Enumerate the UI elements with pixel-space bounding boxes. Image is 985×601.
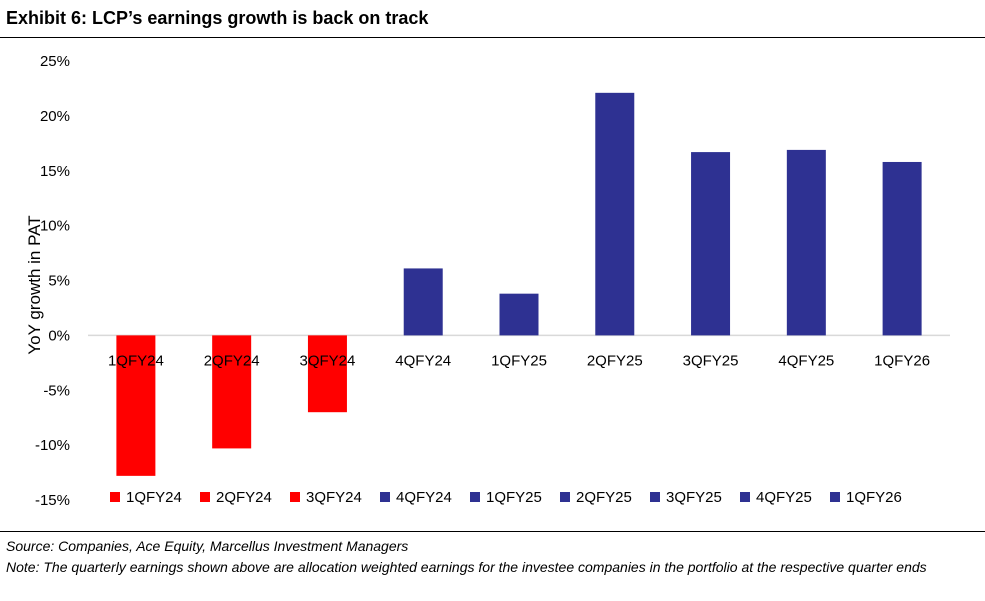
legend-label: 1QFY25 <box>486 489 542 506</box>
x-tick-label: 4QFY24 <box>395 352 451 369</box>
bar-3QFY25 <box>691 152 731 336</box>
legend-label: 2QFY24 <box>216 489 272 506</box>
x-tick-label: 3QFY24 <box>300 352 356 369</box>
y-axis-ticks: 25% 20% 15% 10% 5% 0% -5% -10% -15% <box>35 53 70 509</box>
legend-swatch <box>470 492 480 502</box>
legend-label: 2QFY25 <box>576 489 632 506</box>
bar-1QFY26 <box>882 161 922 336</box>
bar-1QFY25 <box>499 293 539 336</box>
bar-chart: 25% 20% 15% 10% 5% 0% -5% -10% -15% 1QFY24 2QFY24… <box>25 53 950 509</box>
x-tick-label: 1QFY26 <box>874 352 930 369</box>
x-axis-labels: 1QFY24 2QFY24 3QFY24 4QFY24 1QFY25 2QFY25 3QFY… <box>108 352 930 369</box>
y-tick-label: 25% <box>40 53 70 70</box>
legend-label: 4QFY25 <box>756 489 812 506</box>
x-tick-label: 1QFY24 <box>108 352 164 369</box>
legend-swatch <box>380 492 390 502</box>
y-tick-label: 10% <box>40 218 70 235</box>
legend: 1QFY24 2QFY24 3QFY24 4QFY24 1QFY25 2QFY25 3QFY… <box>110 489 902 506</box>
bar-4QFY24 <box>403 268 443 336</box>
legend-label: 4QFY24 <box>396 489 452 506</box>
y-tick-label: 15% <box>40 163 70 180</box>
y-tick-label: -15% <box>35 492 70 509</box>
x-tick-label: 2QFY24 <box>204 352 260 369</box>
y-tick-label: -10% <box>35 437 70 454</box>
legend-label: 3QFY25 <box>666 489 722 506</box>
legend-swatch <box>830 492 840 502</box>
note-text: Note: The quarterly earnings shown above… <box>6 559 927 575</box>
x-tick-label: 2QFY25 <box>587 352 643 369</box>
legend-label: 1QFY24 <box>126 489 182 506</box>
legend-swatch <box>650 492 660 502</box>
y-tick-label: 5% <box>48 273 70 290</box>
bar-4QFY25 <box>786 149 826 336</box>
footer-divider <box>0 531 985 532</box>
x-tick-label: 1QFY25 <box>491 352 547 369</box>
legend-label: 3QFY24 <box>306 489 362 506</box>
source-text: Source: Companies, Ace Equity, Marcellus… <box>6 538 409 554</box>
legend-swatch <box>200 492 210 502</box>
legend-swatch <box>560 492 570 502</box>
x-tick-label: 4QFY25 <box>778 352 834 369</box>
legend-swatch <box>110 492 120 502</box>
y-tick-label: 0% <box>48 327 70 344</box>
bar-2QFY24 <box>212 335 252 449</box>
legend-swatch <box>290 492 300 502</box>
y-axis-label: YoY growth in PAT <box>25 215 44 354</box>
bars <box>116 92 922 476</box>
legend-label: 1QFY26 <box>846 489 902 506</box>
y-tick-label: -5% <box>43 382 70 399</box>
bar-2QFY25 <box>595 92 635 336</box>
bar-1QFY24 <box>116 335 156 476</box>
title-divider <box>0 37 985 38</box>
exhibit-title: Exhibit 6: LCP’s earnings growth is back… <box>6 8 429 28</box>
x-tick-label: 3QFY25 <box>683 352 739 369</box>
bar-3QFY24 <box>307 335 347 413</box>
y-tick-label: 20% <box>40 108 70 125</box>
legend-swatch <box>740 492 750 502</box>
